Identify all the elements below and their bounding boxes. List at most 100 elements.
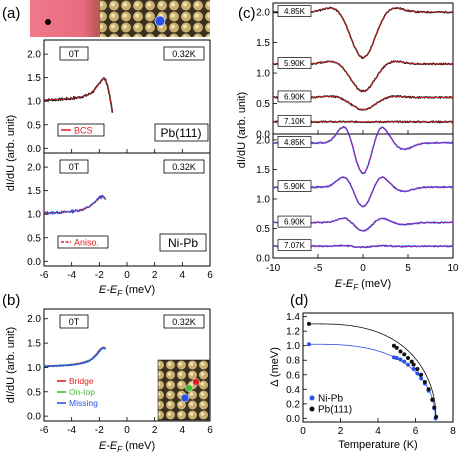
panel-d-point	[398, 357, 403, 362]
panel-a-stm-image-pink	[30, 0, 106, 37]
panel-b-xtick-label: 4	[180, 425, 186, 436]
panel-b-inset-bridge-marker	[192, 378, 200, 386]
panel-c-bottom-temp-box	[277, 136, 312, 148]
panel-b-letter: (b)	[2, 292, 20, 309]
panel-b-legend-label: Missing	[69, 398, 98, 408]
panel-a-top-temp: 0.32K	[172, 49, 196, 59]
panel-d-point	[430, 397, 435, 402]
panel-c-bottom-ytick-label: 0.0	[256, 254, 270, 265]
panel-d-point	[398, 349, 403, 354]
panel-c-top-ytick-label: 0.5	[256, 99, 270, 110]
panel-d: (d) 0 2 4 6 8 0.0 0.2 0.4 0.6 0.8 1.0 1.2 1.4 Ni-PbP…	[269, 292, 456, 451]
panel-d-point	[415, 371, 420, 376]
panel-a-xtick-label: -4	[67, 270, 76, 281]
panel-d-point	[434, 414, 439, 419]
panel-a-bottom-exp-curve	[43, 194, 107, 216]
panel-d-xtick-label: 8	[450, 426, 456, 437]
panel-a-xtick-label: 4	[180, 270, 186, 281]
panel-c-bottom-temp-label: 5.90K	[284, 182, 306, 191]
panel-d-point	[419, 372, 424, 377]
panel-d-ytick-label: 0.0	[286, 414, 300, 425]
panel-c-top-temp-label: 6.90K	[284, 92, 306, 101]
panel-b-xtick-label: -6	[40, 425, 49, 436]
panel-c-top-temp-box	[277, 90, 312, 103]
panel-b-xtick-label: -4	[67, 425, 76, 436]
panel-a-bottom-material: Ni-Pb	[168, 236, 198, 250]
panel-b-ylabel: dI/dU (arb. unit)	[5, 327, 17, 403]
panel-c-bottom-ytick-label: 0.5	[256, 224, 270, 235]
panel-d-legend-label: Pb(111)	[318, 405, 352, 416]
panel-c-xtick-label: 5	[405, 263, 411, 274]
panel-d-ylabel: Δ (meV)	[269, 347, 281, 387]
panel-d-point	[402, 359, 407, 364]
panel-d-point	[411, 362, 416, 367]
panel-a-xtick-label: 0	[124, 270, 130, 281]
panel-c-bottom-temp-label: 6.90K	[284, 218, 306, 227]
panel-b-xtick-label: 0	[124, 425, 130, 436]
panel-a-letter: (a)	[2, 5, 20, 22]
panel-d-xtick-label: 4	[375, 426, 381, 437]
panel-c-top-temp-box	[277, 5, 312, 17]
panel-d-point	[307, 342, 311, 347]
panel-d-point	[409, 359, 414, 364]
panel-a-bottom-ytick-label: 2.0	[27, 163, 41, 174]
panel-b-ytick-label: 1.0	[27, 363, 41, 374]
panel-b-legend-label: On-top	[69, 387, 95, 397]
panel-c-top-ytick-label: 1.0	[256, 69, 270, 80]
panel-b-ytick-label: 0.0	[27, 412, 41, 423]
panel-c-xtick-label: -5	[314, 263, 323, 274]
panel-d-point	[426, 387, 431, 392]
panel-b-missing-curve	[43, 346, 107, 368]
panel-c-top-temp-box	[277, 57, 312, 69]
panel-d-xtick-label: 2	[338, 426, 344, 437]
panel-b-temp: 0.32K	[172, 317, 196, 327]
panel-c-xlabel: E-EF (meV)	[335, 278, 391, 292]
panel-a-top-bcs-fit	[43, 78, 113, 113]
panel-d-fit-curve	[309, 323, 437, 419]
panel-a-ylabel: dI/dU (arb. unit)	[5, 115, 17, 191]
panel-a-marker-black	[45, 19, 51, 25]
panel-b-legend-label: Bridge	[69, 376, 94, 386]
panel-a: (a) -6 -4 -2 0 2 4 6 0.0 0.0 0.5 0.5 1.0 1.0 1.5 1.5 2.…	[2, 0, 213, 298]
panel-c-top-ytick-label: 1.5	[256, 38, 270, 49]
panel-d-point	[307, 321, 311, 326]
panel-a-top-ytick-label: 2.0	[27, 50, 41, 61]
panel-b-inset-missing-marker	[180, 393, 190, 403]
panel-b-field: 0T	[69, 317, 80, 327]
panel-a-top-field: 0T	[69, 49, 80, 59]
panel-a-bottom-field: 0T	[69, 162, 80, 172]
panel-c-top-temp-label: 5.90K	[284, 59, 306, 68]
panel-d-xtick-label: 0	[300, 426, 306, 437]
panel-a-top-ytick-label: 0.0	[27, 144, 41, 155]
panel-d-point	[422, 380, 427, 385]
panel-c-bottom-temp-box	[277, 180, 312, 192]
panel-d-ytick-label: 0.8	[286, 356, 300, 367]
panel-d-xtick-label: 6	[413, 426, 419, 437]
panel-a-xtick-label: -2	[95, 270, 104, 281]
panel-b-ytick-label: 0.5	[27, 387, 41, 398]
panel-d-point	[402, 352, 407, 357]
panel-c-bottom-ytick-label: 1.5	[256, 165, 270, 176]
panel-c-xtick-label: 10	[447, 263, 459, 274]
panel-a-xtick-label: -6	[40, 270, 49, 281]
panel-d-xlabel: Temperature (K)	[338, 439, 417, 451]
panel-d-point	[415, 366, 420, 371]
panel-d-legend-marker	[309, 395, 315, 401]
panel-c-top-temp-box	[277, 114, 312, 127]
panel-c-bottom-ytick-label: 1.0	[256, 194, 270, 205]
panel-c-letter: (c)	[238, 5, 256, 22]
panel-c-xtick-label: 0	[360, 263, 366, 274]
panel-c-bottom-temp-box	[277, 239, 312, 252]
panel-b-xtick-label: -2	[95, 425, 104, 436]
panel-d-legend-label: Ni-Pb	[318, 394, 343, 405]
panel-b-xtick-label: 6	[207, 425, 213, 436]
panel-a-top-legend: BCS	[74, 126, 93, 136]
panel-c: (c) -10 -5 0 5 10 0.0 0.0 0.5 0.5 1.0 1.0 1.5 1.5 2.0…	[236, 2, 459, 292]
panel-a-xlabel: E-EF (meV)	[99, 284, 155, 298]
panel-a-bottom-legend: Aniso.	[74, 238, 99, 248]
panel-d-fit-curve	[309, 343, 436, 419]
panel-a-bottom-ytick-label: 1.5	[27, 186, 41, 197]
panel-b-ytick-label: 2.0	[27, 314, 41, 325]
panel-c-bottom-ytick-label: 2.0	[256, 135, 270, 146]
